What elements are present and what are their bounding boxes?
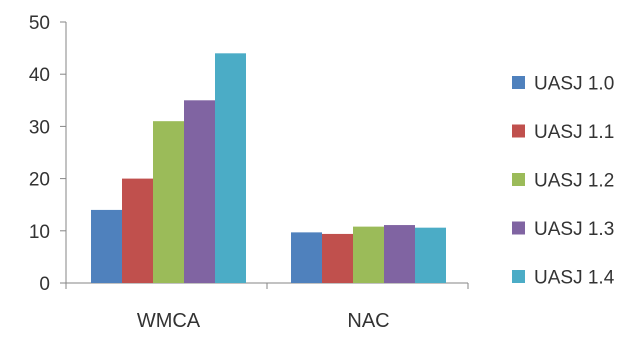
x-axis: WMCA NAC [65, 282, 469, 332]
x-category-label: NAC [347, 310, 389, 332]
legend-swatch [512, 221, 525, 235]
bar [153, 121, 184, 284]
legend-label: UASJ 1.1 [534, 122, 614, 143]
legend-label: UASJ 1.0 [534, 74, 614, 95]
bars [91, 53, 446, 284]
bar [291, 232, 322, 283]
y-axis: 0 10 20 30 40 50 [29, 13, 67, 295]
legend-label: UASJ 1.3 [534, 219, 614, 240]
bar [384, 225, 415, 283]
y-tick-label: 30 [29, 117, 50, 138]
bar [353, 226, 384, 283]
legend-swatch [512, 76, 525, 89]
y-tick-label: 40 [29, 65, 50, 86]
y-tick-label: 0 [39, 274, 50, 295]
legend-label: UASJ 1.4 [534, 268, 615, 289]
bar [215, 53, 246, 283]
bar [322, 233, 353, 283]
x-category-label: WMCA [137, 310, 201, 332]
y-tick-label: 10 [29, 222, 50, 243]
bar [91, 209, 122, 283]
bar [184, 100, 215, 283]
y-tick-label: 20 [29, 170, 50, 191]
legend-swatch [512, 173, 525, 186]
legend: UASJ 1.0 UASJ 1.1 UASJ 1.2 UASJ 1.3 UASJ 1.4 [512, 74, 615, 289]
legend-label: UASJ 1.2 [534, 171, 614, 192]
y-tick-label: 50 [29, 13, 50, 34]
legend-swatch [512, 270, 525, 283]
legend-swatch [512, 124, 525, 138]
bar [415, 227, 446, 283]
bar [122, 178, 153, 283]
